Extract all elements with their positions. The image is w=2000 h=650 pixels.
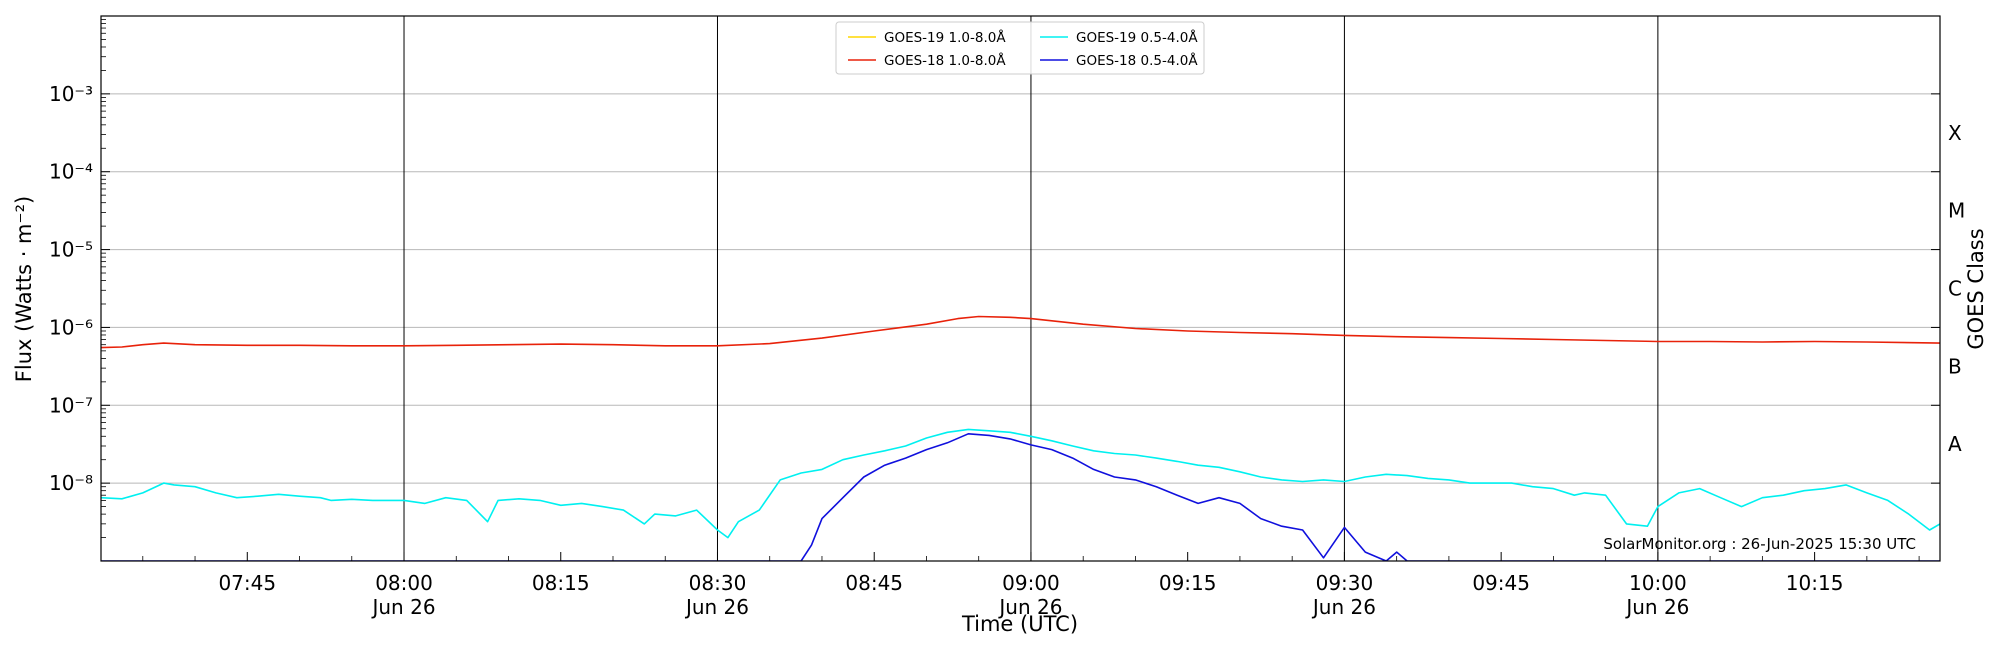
- y-tick-label: 10⁻⁸: [49, 471, 93, 495]
- goes-class-label: X: [1948, 121, 1962, 145]
- x-axis-title: Time (UTC): [961, 612, 1078, 636]
- x-tick-label: 09:30: [1316, 571, 1374, 595]
- x-tick-label: 08:00: [375, 571, 433, 595]
- x-tick-label: 07:45: [218, 571, 276, 595]
- plot-area-background: [101, 16, 1940, 561]
- series-layer: [101, 315, 1940, 561]
- x-tick-label: 10:00: [1629, 571, 1687, 595]
- y-tick-label: 10⁻⁵: [49, 238, 93, 262]
- x-tick-date-label: Jun 26: [684, 595, 749, 619]
- legend-label: GOES-19 0.5-4.0Å: [1076, 29, 1198, 46]
- vertical-date-lines: [403, 16, 1659, 561]
- x-tick-date-label: Jun 26: [370, 595, 435, 619]
- x-tick-date-label: Jun 26: [1311, 595, 1376, 619]
- goes-class-label: B: [1948, 354, 1962, 378]
- x-tick-date-label: Jun 26: [997, 595, 1062, 619]
- legend-label: GOES-18 0.5-4.0Å: [1076, 52, 1198, 69]
- legend-box: [835, 21, 1205, 75]
- goes-class-label: M: [1948, 199, 1965, 223]
- y-tick-label: 10⁻⁶: [49, 315, 93, 339]
- legend-label: GOES-18 1.0-8.0Å: [884, 52, 1006, 69]
- goes-class-label: C: [1948, 277, 1962, 301]
- goes-class-labels: A B C M X: [1948, 121, 1965, 456]
- y2-axis-title: GOES Class: [1964, 228, 1988, 349]
- legend: GOES-19 1.0-8.0Å GOES-18 1.0-8.0Å GOES-19 …: [835, 21, 1205, 75]
- x-tick-label: 08:15: [532, 571, 590, 595]
- series-line-goes-18-0-5-4-0: [101, 433, 1940, 561]
- x-tick-label: 08:30: [689, 571, 747, 595]
- x-tick-label: 09:00: [1002, 571, 1060, 595]
- x-tick-label: 08:45: [845, 571, 903, 595]
- y-axis-title: Flux (Watts · m⁻²): [12, 196, 36, 382]
- x-tick-label: 09:45: [1472, 571, 1530, 595]
- series-line-goes-19-0-5-4-0: [101, 428, 1940, 539]
- legend-label: GOES-19 1.0-8.0Å: [884, 29, 1006, 46]
- y-tick-label: 10⁻⁷: [49, 393, 93, 417]
- goes-class-label: A: [1948, 432, 1962, 456]
- y-axis-ticks: 10⁻⁸ 10⁻⁷ 10⁻⁶ 10⁻⁵ 10⁻⁴ 10⁻³: [49, 19, 1940, 538]
- y-tick-label: 10⁻⁴: [49, 160, 93, 184]
- x-tick-date-label: Jun 26: [1624, 595, 1689, 619]
- series-line-goes-18-1-0-8-0: [101, 315, 1940, 349]
- credit-label: SolarMonitor.org : 26-Jun-2025 15:30 UTC: [1603, 535, 1916, 553]
- plot-frame: [100, 15, 1941, 562]
- horizontal-gridlines: [101, 93, 1940, 484]
- y-tick-label: 10⁻³: [49, 82, 93, 106]
- x-tick-label: 10:15: [1786, 571, 1844, 595]
- x-tick-label: 09:15: [1159, 571, 1217, 595]
